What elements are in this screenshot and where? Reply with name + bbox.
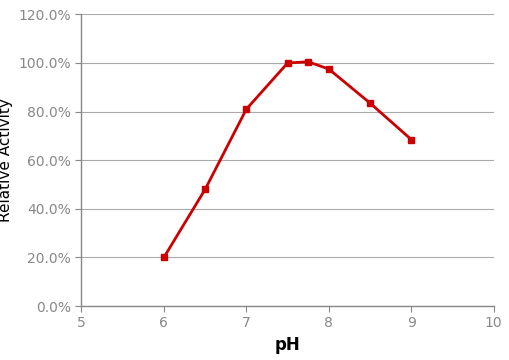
X-axis label: pH: pH <box>275 336 300 354</box>
Y-axis label: Relative Activity: Relative Activity <box>0 98 13 222</box>
